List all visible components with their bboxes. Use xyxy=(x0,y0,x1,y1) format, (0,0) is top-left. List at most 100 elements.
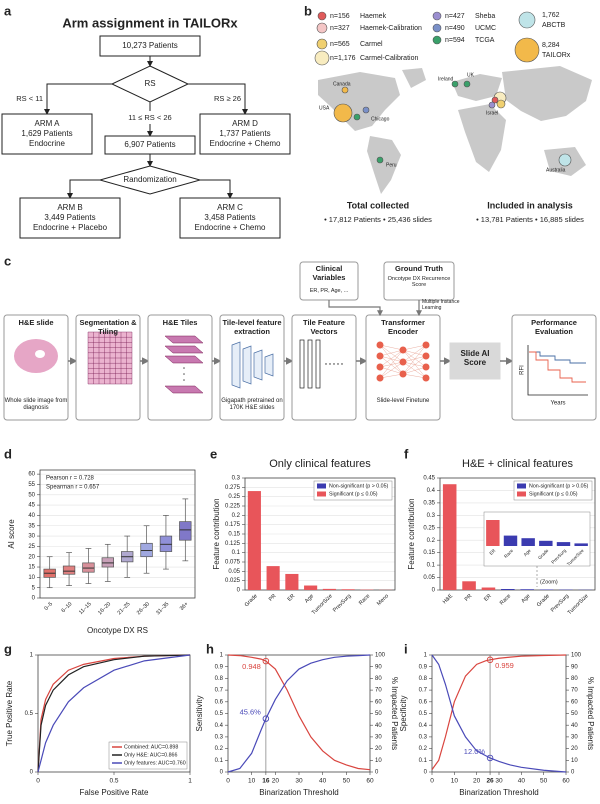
continent xyxy=(402,68,426,88)
arrow xyxy=(44,83,112,115)
y-tick-label: 0.5 xyxy=(215,711,224,717)
y-tick-label: 0.9 xyxy=(419,664,428,670)
x-tick-label: 40 xyxy=(319,778,327,785)
y-tick-label: 0 xyxy=(432,588,436,594)
bar xyxy=(462,581,476,590)
nn-node xyxy=(376,363,384,371)
y-tick-label: 25 xyxy=(28,544,35,550)
y-tick-label: 0.4 xyxy=(215,723,224,729)
step-text: H&E slide xyxy=(18,318,54,327)
x-tick-label: Meno xyxy=(376,593,390,607)
summary-title: Total collected xyxy=(347,200,409,210)
box xyxy=(140,542,153,558)
panel-label: g xyxy=(4,641,12,656)
threshold-marker xyxy=(262,657,270,665)
node-text: 1,629 Patients xyxy=(21,129,72,138)
nn-edge xyxy=(379,344,404,375)
nn-edge xyxy=(379,349,404,379)
y-tick-label: 0.175 xyxy=(225,522,241,528)
y2-tick-label: 10 xyxy=(375,758,382,764)
site-marker xyxy=(451,80,459,88)
y2-tick-label: 40 xyxy=(375,723,382,729)
y-tick-label: 60 xyxy=(28,472,35,478)
x-axis-label: Oncotype DX RS xyxy=(87,626,148,635)
x-tick-label: 50 xyxy=(540,778,548,785)
legend-label: Only H&E: AUC=0.866 xyxy=(124,752,177,758)
branch-label: RS ≥ 26 xyxy=(214,94,241,103)
flowchart-title: Arm assignment in TAILORx xyxy=(62,15,238,30)
nn-node xyxy=(422,352,430,360)
node-text: Randomization xyxy=(123,175,176,184)
x-tick-label: 0 xyxy=(226,778,230,785)
nn-node xyxy=(399,358,407,366)
y-tick-label: 55 xyxy=(28,482,35,488)
nn-edge xyxy=(379,373,404,379)
place-label: UK xyxy=(467,72,475,78)
y-tick-label: 45 xyxy=(28,503,35,509)
y-tick-label: 0.1 xyxy=(232,550,241,556)
y-tick-label: 0.6 xyxy=(215,699,224,705)
y-tick-label: 20 xyxy=(28,554,35,560)
nn-edge xyxy=(402,361,427,379)
decision xyxy=(98,165,202,195)
km-curve xyxy=(529,351,586,364)
nn-edge xyxy=(379,361,404,368)
bar xyxy=(247,491,261,590)
site-marker xyxy=(341,86,349,94)
y-tick-label: 50 xyxy=(28,492,35,498)
y2-tick-label: 10 xyxy=(571,758,578,764)
legend-box xyxy=(313,480,393,501)
step-text: Oncotype DX Recurrence Score xyxy=(387,276,451,289)
annotation: 45.6% xyxy=(240,708,262,717)
y2-tick-label: 0 xyxy=(375,770,379,776)
km-axis-label: RFI xyxy=(520,365,526,375)
x-tick-label: 30 xyxy=(495,778,503,785)
y-tick-label: 0.25 xyxy=(228,494,240,500)
dot xyxy=(183,373,185,375)
y-tick-label: 10 xyxy=(28,575,35,581)
y-tick-label: 0.275 xyxy=(225,485,241,491)
y-tick-label: 1 xyxy=(424,653,428,659)
x-tick-label: PR xyxy=(268,593,278,603)
nn-node xyxy=(422,341,430,349)
y-tick-label: 0.2 xyxy=(419,746,428,752)
node-text: 1,737 Patients xyxy=(219,129,270,138)
mil-text: Multiple Instance Learning xyxy=(422,299,460,311)
y-tick-label: 0.225 xyxy=(225,504,241,510)
legend-label: Combined: AUC=0.898 xyxy=(124,744,178,750)
step-text: Slide-level Finetune xyxy=(376,398,430,404)
legend-count: 1,762 xyxy=(542,12,560,19)
threshold-marker xyxy=(486,754,494,762)
nn-node xyxy=(422,374,430,382)
x-tick-label: 0.5 xyxy=(109,778,118,785)
inset-label: Race xyxy=(503,548,514,559)
y-tick-label: 0.125 xyxy=(225,541,241,547)
legend-marker xyxy=(432,23,442,33)
y-tick-label: 0.5 xyxy=(25,711,34,717)
node-text: ARM B xyxy=(57,203,82,212)
y2-tick-label: 20 xyxy=(375,746,382,752)
legend-box xyxy=(513,480,593,501)
inset-bar xyxy=(539,540,553,546)
legend-marker xyxy=(316,38,328,50)
inset-bar xyxy=(556,542,571,546)
feature-vector xyxy=(299,339,305,389)
y2-tick-label: 100 xyxy=(571,653,582,659)
node-text: Endocrine + Placebo xyxy=(33,223,108,232)
x-tick-label: 0–5 xyxy=(43,601,54,612)
nn-edge xyxy=(379,366,404,375)
step-text: Performance Evaluation xyxy=(531,318,577,336)
bar xyxy=(442,484,457,590)
inset-bar xyxy=(574,543,588,546)
y-tick-label: 0.4 xyxy=(419,723,428,729)
annotation: Spearman r = 0.657 xyxy=(46,485,100,491)
y-tick-label: 0.3 xyxy=(427,513,436,519)
legend-count: n=1,176 xyxy=(330,55,356,62)
legend-label: Only features: AUC=0.760 xyxy=(124,760,186,766)
place-label: Canada xyxy=(333,81,351,87)
dot xyxy=(333,363,335,365)
nn-node xyxy=(376,374,384,382)
y-tick-label: 0 xyxy=(30,770,34,776)
x-tick-label: PrevSurg xyxy=(332,593,352,613)
x-tick-label: 16–20 xyxy=(97,601,112,616)
